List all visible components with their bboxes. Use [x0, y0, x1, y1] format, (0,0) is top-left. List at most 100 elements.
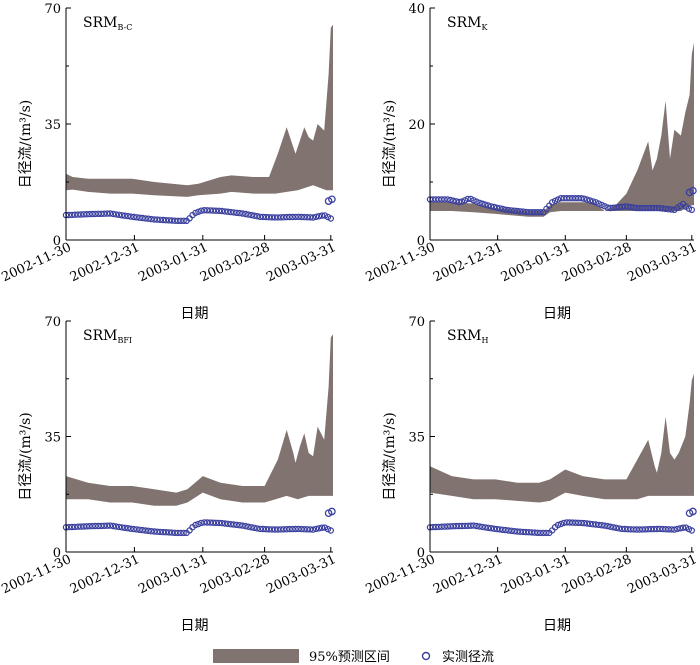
y-tick-label: 35 — [44, 118, 61, 133]
prediction-band-3 — [66, 334, 333, 506]
obs-point — [174, 529, 181, 537]
obs-point — [215, 519, 223, 527]
x-axis-title: 日期 — [543, 618, 571, 634]
obs-point — [519, 208, 527, 215]
obs-point — [124, 525, 132, 532]
x-tick-label: 2003-03-31 — [264, 552, 338, 597]
obs-point — [470, 522, 477, 529]
obs-point — [618, 203, 626, 210]
obs-point — [195, 208, 202, 215]
obs-point — [496, 205, 503, 212]
obs-point — [209, 207, 217, 214]
obs-point — [450, 197, 457, 204]
obs-point — [598, 522, 605, 529]
obs-point — [254, 212, 261, 220]
obs-point — [227, 208, 234, 216]
y-tick-label: 70 — [44, 2, 61, 17]
obs-point — [242, 210, 249, 218]
obs-point — [482, 524, 489, 531]
obs-point — [198, 519, 205, 527]
x-tick-label: 2003-01-31 — [136, 240, 210, 285]
prediction-band-1 — [66, 24, 333, 197]
obs-point — [124, 212, 132, 220]
obs-point — [487, 203, 495, 210]
panel-title-subscript: BFI — [117, 336, 132, 345]
obs-point — [100, 210, 108, 217]
obs-point — [221, 520, 229, 527]
obs-point — [251, 212, 258, 219]
obs-point — [659, 525, 666, 533]
obs-point — [534, 208, 541, 216]
obs-point — [148, 215, 155, 223]
obs-point — [286, 525, 293, 533]
obs-point — [583, 520, 591, 527]
obs-point — [195, 520, 202, 528]
obs-point — [656, 525, 664, 533]
obs-point — [636, 526, 643, 533]
obs-point — [230, 521, 237, 528]
obs-point — [511, 528, 518, 535]
obs-point — [153, 528, 161, 535]
legend: 95%预测区间 实测径流 — [213, 649, 494, 665]
x-tick-label: 2002-12-31 — [68, 552, 142, 597]
obs-point — [77, 211, 84, 218]
obs-point — [198, 207, 205, 214]
obs-point — [688, 527, 696, 534]
obs-point — [517, 208, 524, 215]
obs-point — [560, 519, 568, 527]
obs-point — [621, 525, 629, 533]
obs-point — [145, 215, 152, 222]
obs-point — [522, 208, 530, 216]
obs-point — [645, 526, 652, 533]
prediction-band-4 — [430, 373, 694, 503]
obs-point — [508, 207, 515, 214]
obs-point — [295, 525, 302, 533]
obs-point — [139, 526, 146, 534]
obs-point — [259, 213, 267, 221]
obs-point — [115, 523, 123, 531]
obs-point — [168, 529, 176, 536]
obs-point — [627, 526, 634, 533]
obs-point — [327, 527, 334, 534]
obs-point — [505, 527, 512, 534]
obs-point — [95, 210, 102, 217]
obs-point — [315, 212, 323, 220]
obs-point — [604, 522, 611, 530]
obs-point — [624, 203, 632, 210]
obs-point — [177, 529, 184, 537]
obs-point — [318, 524, 326, 531]
obs-point — [674, 525, 681, 533]
legend-obs-label: 实测径流 — [442, 650, 494, 665]
obs-point — [647, 525, 655, 533]
obs-point — [89, 522, 96, 530]
obs-point — [575, 519, 582, 527]
x-tick-label: 2003-01-31 — [499, 240, 573, 285]
obs-point — [592, 521, 600, 528]
panel-title-main: SRM — [83, 328, 117, 344]
obs-point — [86, 210, 93, 218]
obs-point — [71, 523, 79, 531]
x-tick-label: 2003-02-28 — [198, 552, 272, 597]
y-axis-title: 日径流/(m³/s) — [18, 100, 34, 188]
obs-point — [309, 526, 317, 533]
obs-point — [668, 526, 675, 533]
obs-point — [103, 522, 111, 529]
obs-point — [613, 204, 620, 211]
x-tick-label: 2002-11-30 — [363, 240, 437, 285]
obs-point — [578, 519, 585, 527]
obs-point — [212, 207, 220, 214]
obs-point — [487, 525, 495, 532]
obs-point — [236, 209, 243, 217]
obs-point — [206, 519, 214, 526]
obs-point — [274, 214, 281, 221]
x-axis-title: 日期 — [181, 618, 209, 634]
obs-point — [566, 194, 573, 202]
obs-point — [318, 212, 326, 219]
obs-point — [621, 203, 629, 210]
obs-point — [271, 214, 279, 221]
obs-point — [127, 525, 134, 532]
obs-point — [304, 526, 311, 533]
obs-point — [83, 523, 90, 530]
legend-band-swatch — [213, 649, 299, 663]
